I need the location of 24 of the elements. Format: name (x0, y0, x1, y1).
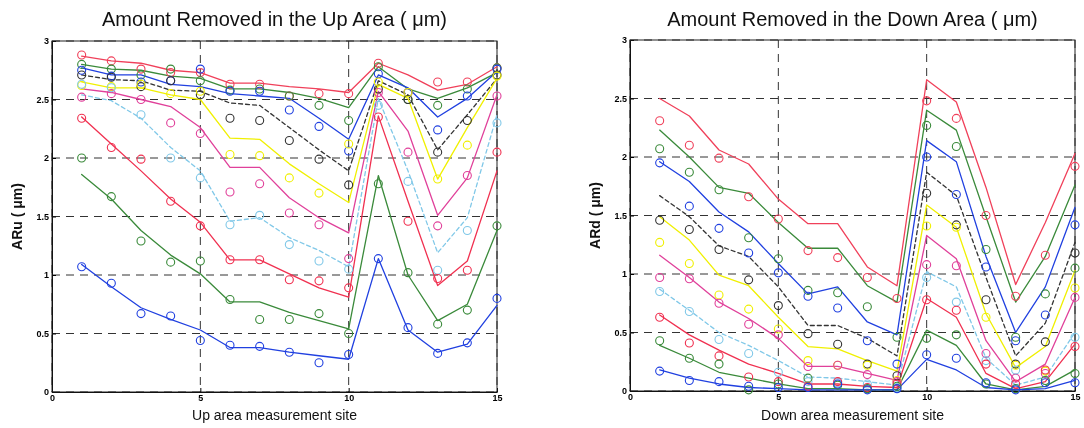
x-axis-title: Down area measurement site (761, 407, 945, 423)
y-tick-label: 2 (43, 153, 49, 164)
y-tick-label: 2 (621, 152, 627, 163)
x-tick-label: 15 (1070, 392, 1081, 403)
y-tick-label: 1 (621, 269, 627, 280)
y-tick-label: 1 (43, 270, 49, 281)
x-tick-label: 5 (198, 393, 204, 404)
y-tick-label: 0.5 (36, 328, 49, 339)
x-axis-title: Up area measurement site (192, 407, 358, 423)
y-tick-label: 2.5 (36, 94, 49, 105)
x-tick-label: 10 (922, 392, 933, 403)
x-tick-label: 10 (344, 393, 355, 404)
chart-title: Amount Removed in the Up Area ( μm) (102, 8, 447, 30)
y-tick-label: 1.5 (614, 210, 627, 221)
y-tick-label: 3 (43, 36, 49, 47)
y-tick-label: 3 (621, 35, 627, 46)
y-axis-title: ARd ( μm) (587, 182, 603, 249)
y-axis-title: ARu ( μm) (9, 183, 25, 250)
chart-title: Amount Removed in the Down Area ( μm) (667, 8, 1038, 30)
x-tick-label: 15 (492, 393, 503, 404)
y-tick-label: 1.5 (36, 211, 49, 222)
y-tick-label: 2.5 (614, 93, 627, 104)
x-tick-label: 5 (776, 392, 782, 403)
y-tick-label: 0.5 (614, 327, 627, 338)
